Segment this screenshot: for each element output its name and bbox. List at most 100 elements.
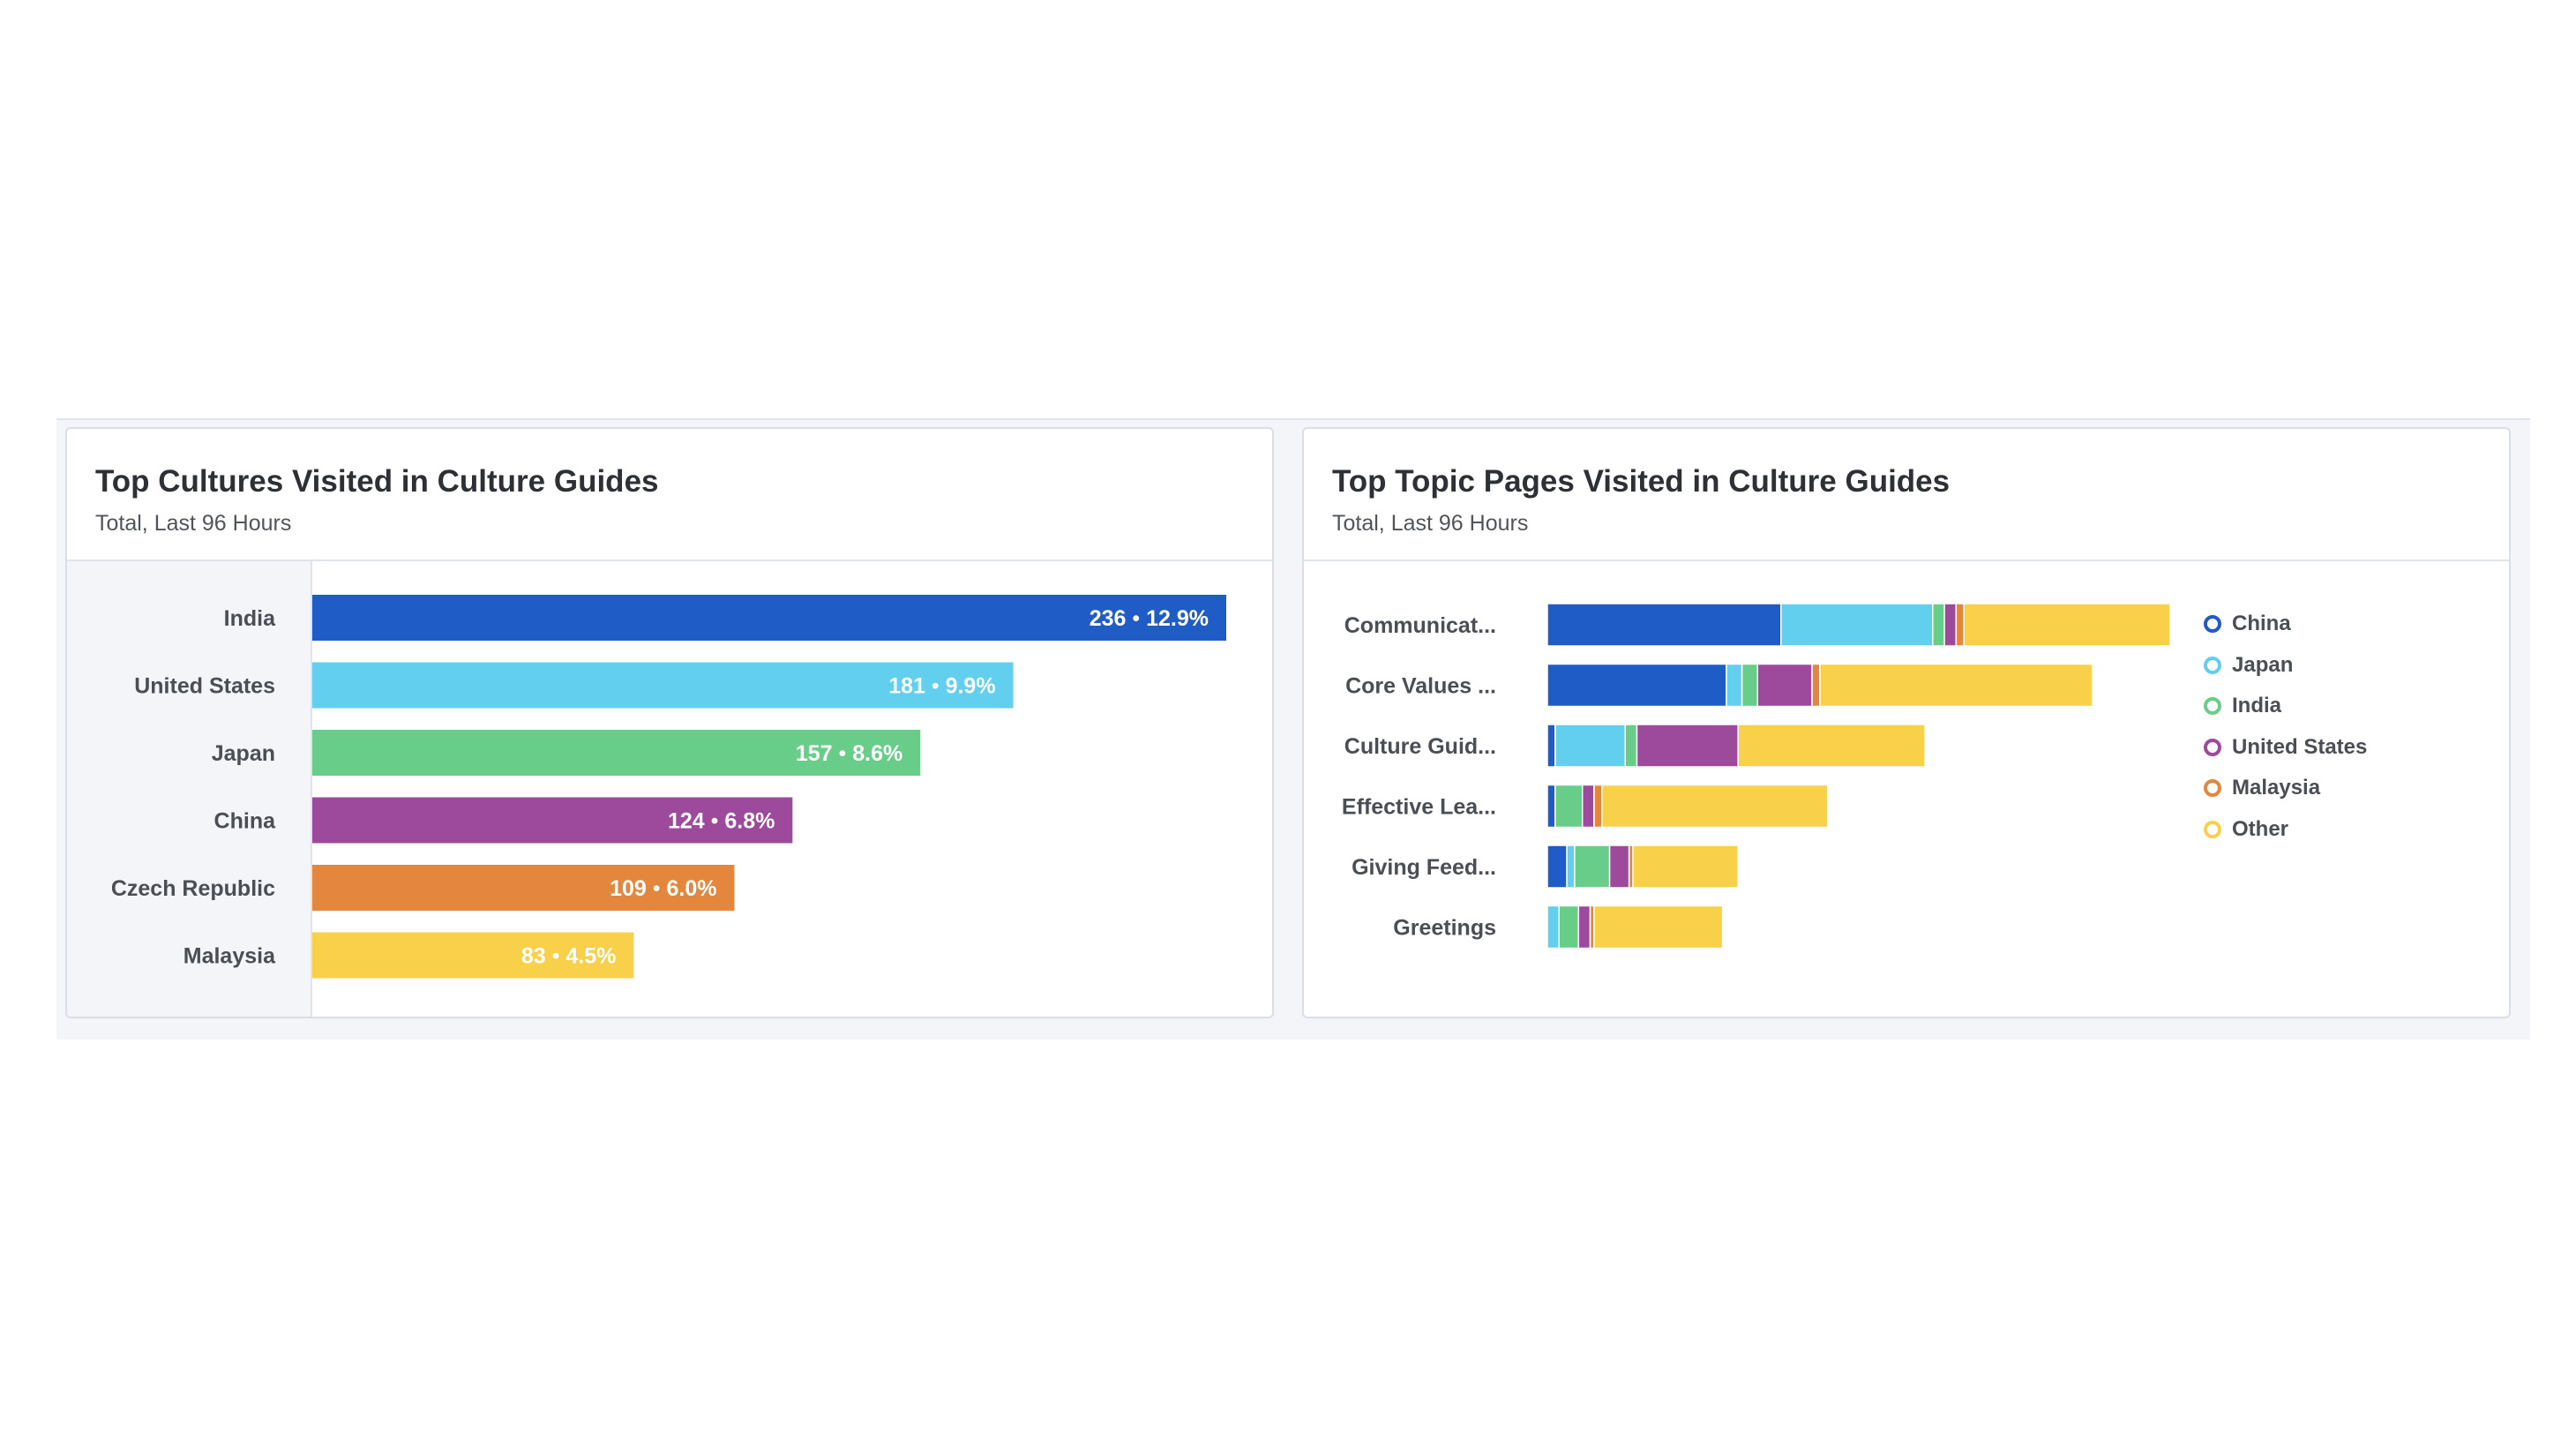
category-label: India [224,606,276,631]
card-title: Top Topic Pages Visited in Culture Guide… [1332,464,1951,499]
value-label: 124 [668,809,705,834]
category-label: Czech Republic [111,876,275,901]
top-cultures-card: Top Cultures Visited in Culture Guides T… [65,427,1274,1018]
bar-segment [1546,905,1560,950]
category-label: Communicat... [1344,613,1496,638]
card-header: Top Topic Pages Visited in Culture Guide… [1304,429,2509,561]
card-title: Top Cultures Visited in Culture Guides [95,464,659,499]
legend-item[interactable]: Malaysia [2204,768,2367,809]
legend-item[interactable]: China [2204,604,2367,645]
bar-segment [1811,663,1821,708]
bar-segment [1955,603,1965,647]
percent-label: 4.5% [565,944,616,969]
card-body: India 236 • 12.9% United States 181 • 9.9% J… [67,561,1272,1017]
chart-legend: China Japan India United States Malaysia Othe… [2204,604,2367,850]
legend-marker-icon [2204,779,2221,798]
legend-item[interactable]: India [2204,686,2367,727]
bar-segment [1574,845,1611,889]
percent-label: 12.9% [1146,606,1209,631]
legend-marker-icon [2204,697,2221,716]
value-label: 181 [888,674,925,699]
value-label: 109 [610,876,647,901]
bar-segment [1546,724,1556,768]
category-label: Japan [212,741,275,766]
separator: • [546,944,566,969]
separator: • [833,741,853,766]
category-label: Malaysia [183,944,276,969]
data-label: 181 • 9.9% [888,674,995,699]
legend-item[interactable]: Other [2204,809,2367,851]
bar [312,730,921,776]
bar-segment [1546,603,1782,647]
legend-label: India [2232,694,2282,718]
separator: • [925,674,946,699]
bar-segment [1636,724,1739,768]
bar-segment [1624,724,1638,768]
data-label: 124 • 6.8% [668,809,775,834]
bar-segment [1819,663,2093,708]
bar-segment [1943,603,1958,647]
card-subtitle: Total, Last 96 Hours [1332,511,1529,536]
legend-label: China [2232,612,2291,636]
category-label: China [214,809,277,834]
bar [312,797,793,844]
bar-segment [1546,845,1568,889]
value-label: 157 [796,741,833,766]
bar-segment [1593,905,1724,950]
separator: • [1126,606,1146,631]
bar-segment [1546,784,1556,829]
category-label: Culture Guid... [1344,734,1496,759]
card-body: Communicat... Core Values ... Culture Guid… [1304,561,2509,1017]
bar-segment [1581,784,1595,829]
category-label: Greetings [1393,916,1496,941]
data-label: 83 • 4.5% [521,944,616,969]
top-topic-pages-card: Top Topic Pages Visited in Culture Guide… [1302,427,2511,1018]
legend-label: United States [2232,734,2368,759]
bar-segment [1780,603,1934,647]
legend-item[interactable]: Japan [2204,645,2367,687]
legend-label: Malaysia [2232,776,2321,800]
bar-segment [1963,603,2171,647]
category-label: Effective Lea... [1342,795,1496,820]
card-subtitle: Total, Last 96 Hours [95,511,292,536]
value-label: 83 [521,944,546,969]
bar-segment [1737,724,1926,768]
category-label-column [67,561,312,1017]
bar-segment [1932,603,1945,647]
top-cultures-bar-chart: India 236 • 12.9% United States 181 • 9.9% J… [111,595,1226,979]
bar [312,865,735,911]
bar-segment [1546,663,1727,708]
bar-segment [1554,724,1627,768]
data-label: 157 • 8.6% [796,741,902,766]
bar-segment [1756,663,1813,708]
bar-segment [1593,784,1603,829]
legend-marker-icon [2204,820,2221,838]
category-label: Core Values ... [1345,674,1496,699]
bar-segment [1632,845,1739,889]
category-label: Giving Feed... [1352,855,1496,880]
top-topic-pages-stacked-bar-chart: Communicat... Core Values ... Culture Guid… [1342,603,2171,950]
legend-marker-icon [2204,615,2221,634]
legend-item[interactable]: United States [2204,727,2367,769]
data-label: 109 • 6.0% [610,876,716,901]
bar-segment [1741,663,1759,708]
bar-segment [1726,663,1743,708]
percent-label: 6.0% [667,876,717,901]
bar-segment [1554,784,1584,829]
bar-segment [1608,845,1630,889]
category-label: United States [134,674,275,699]
legend-label: Other [2232,816,2289,841]
legend-marker-icon [2204,738,2221,756]
bar [312,662,1014,709]
bar-segment [1577,905,1591,950]
separator: • [647,876,667,901]
percent-label: 9.9% [946,674,996,699]
value-label: 236 [1090,606,1127,631]
bar [312,595,1226,641]
percent-label: 6.8% [724,809,775,834]
legend-label: Japan [2232,652,2294,677]
bar-segment [1601,784,1829,829]
bar-segment [1566,845,1576,889]
legend-marker-icon [2204,656,2221,674]
data-label: 236 • 12.9% [1090,606,1209,631]
